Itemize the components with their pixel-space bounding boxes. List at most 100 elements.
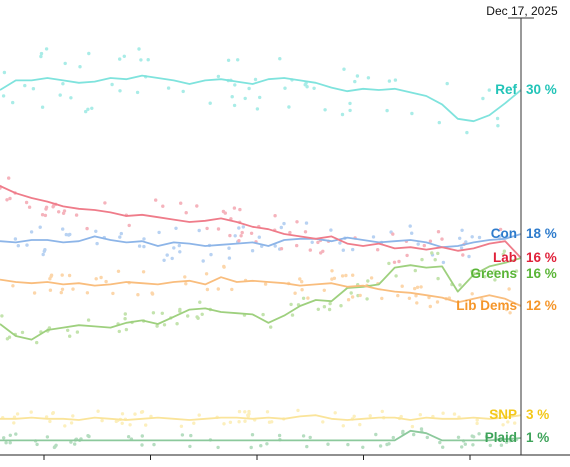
plaid-poll-dot [2,436,6,440]
lib-dems-poll-dot [230,287,234,292]
ref-poll-dot [216,74,221,79]
greens-poll-dot [86,318,91,322]
ref-poll-dot [84,109,88,114]
lib-dems-poll-dot [358,293,362,298]
lab-poll-dot [184,211,188,215]
ref-poll-dot [487,88,491,92]
lib-dems-poll-dot [413,286,417,291]
greens-poll-dot [68,334,72,338]
plaid-poll-dot [152,442,156,447]
con-poll-dot [43,248,47,252]
x-axis-ticks [43,455,471,460]
ref-poll-dot [465,130,469,135]
con-poll-dot [142,244,146,249]
plaid-poll-dot [471,443,475,447]
lab-poll-dot [461,253,465,257]
lib-dems-series-label: Lib Dems [456,298,517,313]
lib-dems-poll-dot [32,291,37,295]
lib-dems-poll-dot [414,294,418,298]
ref-poll-dot [90,106,94,111]
con-poll-dot [227,256,232,260]
con-poll-dot [408,224,412,228]
lab-poll-dot [24,200,29,205]
con-trend-line [0,233,522,249]
greens-poll-dot [186,314,190,318]
con-poll-dot [13,237,18,241]
lib-dems-poll-dot [60,273,64,277]
snp-trend-line [0,414,522,421]
plaid-poll-dot [301,434,306,438]
con-poll-dot [257,235,261,239]
lib-dems-poll-dot [415,301,419,305]
con-poll-dot [279,225,283,230]
lib-dems-poll-dot [300,288,304,292]
con-poll-dot [467,254,471,259]
lab-poll-dot [405,253,409,258]
greens-poll-dot [75,330,80,334]
snp-poll-dot [96,409,100,413]
lib-dems-poll-dot [94,277,98,281]
greens-poll-dot [195,315,199,319]
con-poll-dot [162,258,166,262]
lib-dems-poll-dot [141,270,146,274]
ref-poll-dot [232,103,237,108]
ref-value-label: 30 % [526,82,557,97]
plaid-poll-dot [305,444,309,449]
snp-value-label: 3 % [526,407,549,422]
ref-poll-dot [387,79,392,83]
lab-poll-dot [238,207,242,212]
con-poll-dot [29,230,34,234]
greens-poll-dot [502,249,507,253]
con-poll-dot [165,253,169,257]
plaid-value-label: 1 % [526,430,549,445]
plaid-poll-dot [460,445,464,449]
lib-dems-poll-dot [344,273,348,278]
lib-dems-poll-dot [306,296,310,300]
snp-poll-dot [341,424,345,428]
lab-poll-dot [397,259,401,264]
lib-dems-poll-dot [419,285,423,289]
snp-poll-dot [267,420,272,424]
lab-poll-dot [216,227,221,231]
snp-poll-dot [144,423,148,427]
con-poll-dot [310,240,314,244]
snp-poll-dot [475,418,479,422]
plaid-poll-dot [378,444,383,448]
ref-poll-dot [44,47,49,51]
plaid-poll-dot [8,433,12,437]
lib-dems-poll-dot [104,279,108,284]
lib-dems-poll-dot [71,287,75,291]
lib-dems-poll-dot [507,287,511,291]
party-labels-layer: Ref 30 % Con 18 % Lab 16 % Greens 16 % Lib Dems 1… [456,82,557,445]
snp-poll-dot [222,422,226,426]
plaid-trend-line [0,429,522,442]
ref-poll-dot [340,112,345,117]
plaid-poll-dot [4,441,8,445]
con-poll-dot [25,243,29,247]
greens-poll-dot [200,312,204,316]
ref-poll-dot [312,86,316,91]
lib-dems-trend-line [0,276,522,307]
greens-poll-dot [327,307,332,312]
ref-poll-dot [1,94,6,98]
lab-poll-dot [319,251,323,255]
snp-poll-dot [247,412,251,416]
lab-poll-dot [228,233,232,238]
snp-poll-dot [48,419,52,424]
lab-poll-dot [57,210,61,214]
ref-poll-dot [122,54,127,58]
con-poll-dot [142,237,146,241]
con-poll-dot [172,246,176,250]
ref-poll-dot [342,67,346,71]
snp-poll-dot [495,411,499,415]
lib-dems-poll-dot [435,300,440,304]
ref-poll-dot [385,108,389,113]
ref-poll-dot [181,89,185,94]
lib-dems-poll-dot [183,275,187,279]
lab-poll-dot [61,211,66,215]
plaid-poll-dot [438,440,442,445]
snp-poll-dot [410,424,415,429]
lab-poll-dot [232,206,237,210]
ref-poll-dot [496,124,500,128]
